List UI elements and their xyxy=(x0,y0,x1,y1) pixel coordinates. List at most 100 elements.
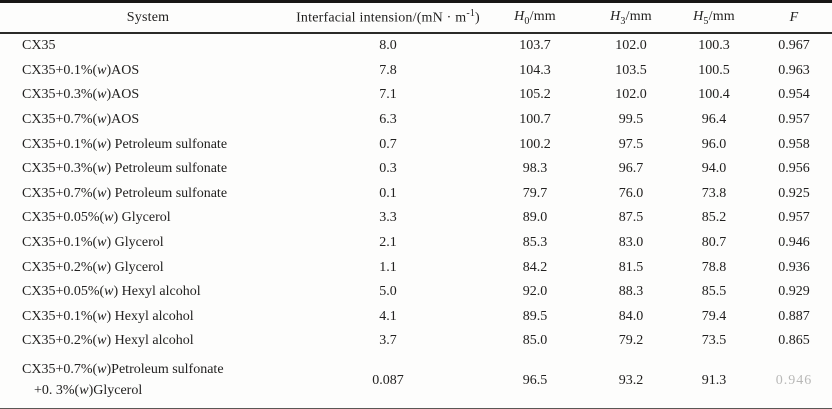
cell-system: CX35+0.05%(w) Hexyl alcohol xyxy=(0,280,296,305)
cell-f: 0.925 xyxy=(778,185,810,201)
cell-system: CX35+0.2%(w) Hexyl alcohol xyxy=(0,329,296,354)
cell-h5: 96.4 xyxy=(701,112,727,128)
cell-ift: 4.1 xyxy=(379,308,397,324)
cell-ift: 3.7 xyxy=(379,333,397,349)
cell-h0: 100.2 xyxy=(519,136,551,152)
cell-ift: 7.8 xyxy=(379,62,397,78)
cell-h3: 93.2 xyxy=(618,372,644,388)
cell-h3: 83.0 xyxy=(618,235,644,251)
system-name-line: CX35+0.05%(w) Glycerol xyxy=(22,210,171,226)
cell-f: 0.967 xyxy=(778,38,810,54)
cell-h5: 91.3 xyxy=(701,372,727,388)
cell-h0: 89.0 xyxy=(522,210,548,226)
cell-ift: 8.0 xyxy=(379,38,397,54)
column-header-f: F xyxy=(756,1,832,34)
table-row: CX35+0.3%(w) Petroleum sulfonate 0.3 98.3 9… xyxy=(0,157,832,182)
cell-ift: 6.3 xyxy=(379,112,397,128)
cell-ift: 2.1 xyxy=(379,235,397,251)
cell-h0: 85.3 xyxy=(522,235,548,251)
system-name-line: CX35+0.7%(w)AOS xyxy=(22,112,140,128)
cell-f: 0.936 xyxy=(778,259,810,275)
cell-h3: 103.5 xyxy=(615,62,647,78)
cell-h3: 79.2 xyxy=(618,333,644,349)
cell-f: 0.887 xyxy=(778,308,810,324)
cell-f: 0.865 xyxy=(778,333,810,349)
table-row: CX35+0.1%(w) Glycerol 2.1 85.3 83.0 80.7 0.94… xyxy=(0,231,832,256)
cell-h0: 79.7 xyxy=(522,185,548,201)
system-name-line: +0. 3%(w)Glycerol xyxy=(34,382,143,398)
cell-h3: 99.5 xyxy=(618,112,644,128)
cell-system: CX35+0.7%(w)AOS xyxy=(0,108,296,133)
column-header-h0: H0/mm xyxy=(480,1,590,34)
cell-h3: 76.0 xyxy=(618,185,644,201)
cell-h5: 100.5 xyxy=(698,62,730,78)
cell-h0: 92.0 xyxy=(522,284,548,300)
table-row: CX35+0.2%(w) Glycerol 1.1 84.2 81.5 78.8 0.93… xyxy=(0,255,832,280)
cell-system: CX35 xyxy=(0,33,296,59)
cell-h0: 96.5 xyxy=(522,372,548,388)
cell-h0: 89.5 xyxy=(522,308,548,324)
cell-f: 0.946 xyxy=(778,235,810,251)
table-row: CX35+0.1%(w)AOS 7.8 104.3 103.5 100.5 0.963 xyxy=(0,59,832,84)
system-name-line: CX35+0.2%(w) Glycerol xyxy=(22,259,164,275)
system-name-line: CX35+0.1%(w) Glycerol xyxy=(22,235,164,251)
cell-h5: 85.2 xyxy=(701,210,727,226)
cell-h3: 102.0 xyxy=(615,87,647,103)
column-header-h3: H3/mm xyxy=(590,1,672,34)
cell-h3: 102.0 xyxy=(615,38,647,54)
cell-h0: 85.0 xyxy=(522,333,548,349)
system-name-line: CX35+0.1%(w) Petroleum sulfonate xyxy=(22,136,228,152)
table-row: CX35+0.7%(w)Petroleum sulfonate +0. 3%(w)… xyxy=(0,354,832,409)
system-name-line: CX35+0.7%(w) Petroleum sulfonate xyxy=(22,185,228,201)
cell-h0: 104.3 xyxy=(519,62,551,78)
cell-system: CX35+0.1%(w) Glycerol xyxy=(0,231,296,256)
cell-h0: 100.7 xyxy=(519,112,551,128)
cell-ift: 1.1 xyxy=(379,259,397,275)
table-row: CX35+0.7%(w) Petroleum sulfonate 0.1 79.7 7… xyxy=(0,182,832,207)
cell-ift: 7.1 xyxy=(379,87,397,103)
system-name-line: CX35+0.2%(w) Hexyl alcohol xyxy=(22,333,194,349)
cell-ift: 5.0 xyxy=(379,284,397,300)
cell-system: CX35+0.1%(w)AOS xyxy=(0,59,296,84)
cell-system: CX35+0.3%(w)AOS xyxy=(0,83,296,108)
cell-h5: 85.5 xyxy=(701,284,727,300)
system-name-line: CX35+0.3%(w)AOS xyxy=(22,87,140,103)
cell-ift: 0.7 xyxy=(379,136,397,152)
column-header-ift: Interfacial intension/(mN · m-1) xyxy=(296,1,480,34)
table-row: CX35+0.1%(w) Hexyl alcohol 4.1 89.5 84.0 79.… xyxy=(0,305,832,330)
cell-h5: 100.3 xyxy=(698,38,730,54)
cell-ift: 0.087 xyxy=(372,372,404,388)
cell-system: CX35+0.2%(w) Glycerol xyxy=(0,255,296,280)
cell-h5: 73.8 xyxy=(701,185,727,201)
cell-h3: 88.3 xyxy=(618,284,644,300)
cell-f: 0.957 xyxy=(778,210,810,226)
cell-f: 0.946 xyxy=(775,372,813,388)
table-row: CX35+0.05%(w) Glycerol 3.3 89.0 87.5 85.2 0.9… xyxy=(0,206,832,231)
cell-system: CX35+0.7%(w) Petroleum sulfonate xyxy=(0,182,296,207)
cell-f: 0.956 xyxy=(778,161,810,177)
table-row: CX35+0.3%(w)AOS 7.1 105.2 102.0 100.4 0.954 xyxy=(0,83,832,108)
cell-ift: 3.3 xyxy=(379,210,397,226)
column-header-system: System xyxy=(0,1,296,34)
cell-h5: 100.4 xyxy=(698,87,730,103)
table-row: CX35+0.1%(w) Petroleum sulfonate 0.7 100.2… xyxy=(0,132,832,157)
cell-h3: 96.7 xyxy=(618,161,644,177)
cell-h3: 81.5 xyxy=(618,259,644,275)
cell-f: 0.958 xyxy=(778,136,810,152)
cell-h3: 97.5 xyxy=(618,136,644,152)
system-name-line: CX35 xyxy=(22,38,56,54)
cell-system: CX35+0.05%(w) Glycerol xyxy=(0,206,296,231)
table-row: CX35 8.0 103.7 102.0 100.3 0.967 xyxy=(0,33,832,59)
column-header-h5: H5/mm xyxy=(672,1,756,34)
cell-ift: 0.3 xyxy=(379,161,397,177)
cell-h5: 96.0 xyxy=(701,136,727,152)
cell-h0: 98.3 xyxy=(522,161,548,177)
system-name-line: CX35+0.3%(w) Petroleum sulfonate xyxy=(22,161,228,177)
system-name-line: CX35+0.1%(w) Hexyl alcohol xyxy=(22,308,194,324)
table-row: CX35+0.7%(w)AOS 6.3 100.7 99.5 96.4 0.957 xyxy=(0,108,832,133)
table-row: CX35+0.2%(w) Hexyl alcohol 3.7 85.0 79.2 73.… xyxy=(0,329,832,354)
cell-h5: 94.0 xyxy=(701,161,727,177)
cell-system: CX35+0.1%(w) Petroleum sulfonate xyxy=(0,132,296,157)
